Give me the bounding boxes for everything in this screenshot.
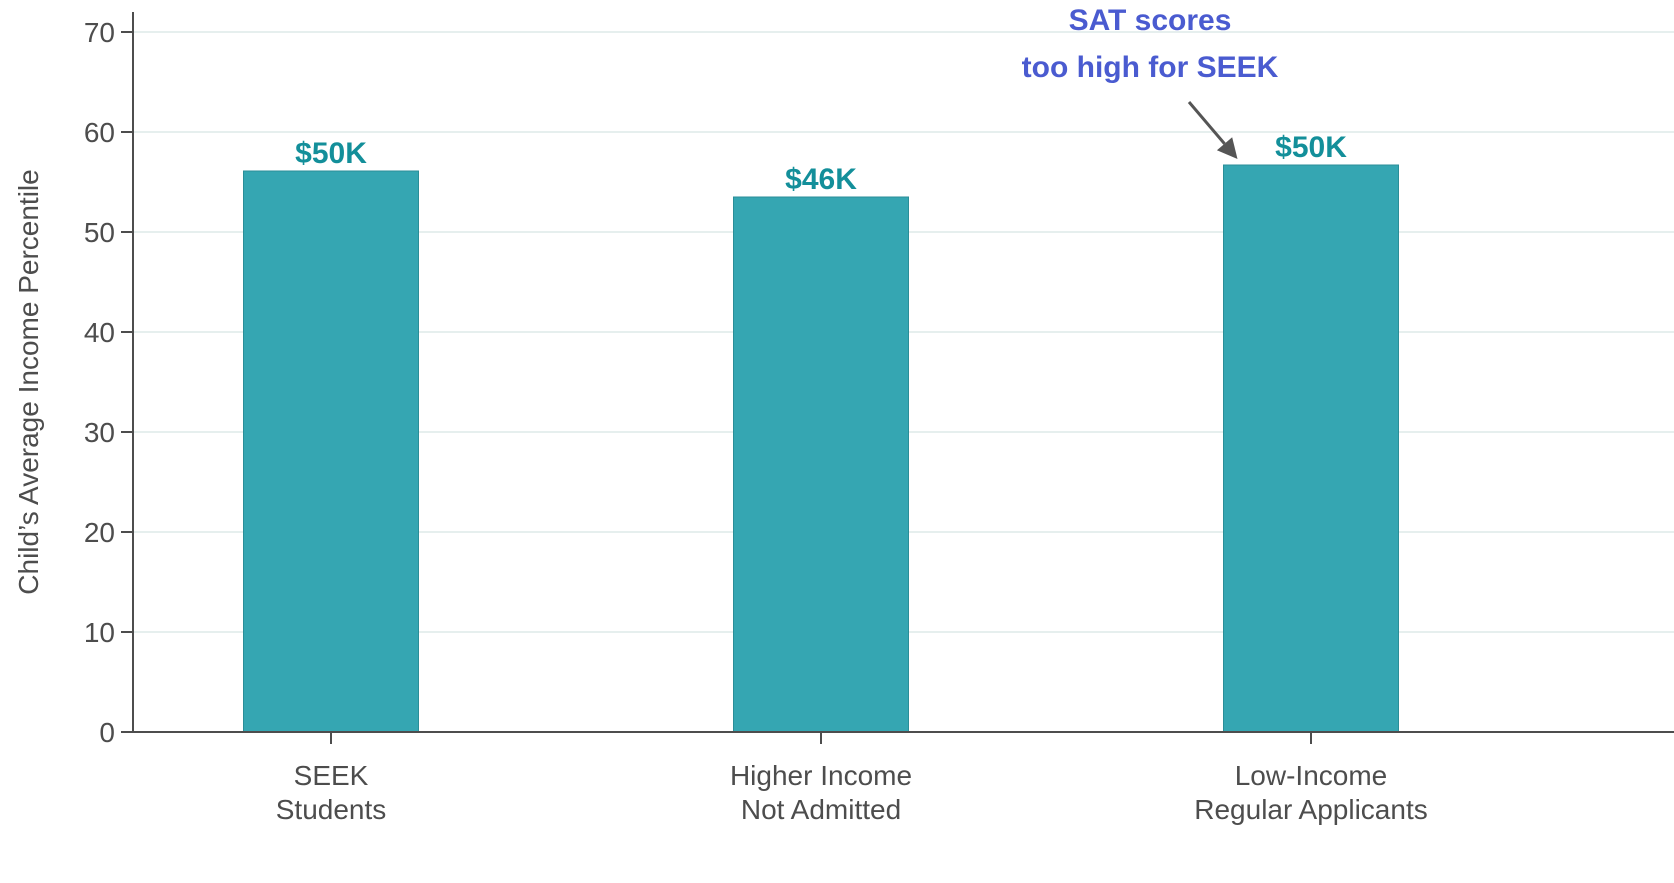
- data-labels: $50K $46K $50K: [295, 131, 1347, 196]
- bars: [243, 164, 1399, 733]
- y-tick-label-70: 70: [84, 17, 115, 48]
- x-tick-label-2-1: Regular Applicants: [1194, 794, 1427, 825]
- annotation-text: SAT scores too high for SEEK: [1022, 4, 1279, 84]
- annotation-line-0: SAT scores: [1069, 4, 1232, 37]
- bar-0: [243, 170, 419, 733]
- x-tick-label-0-1: Students: [276, 794, 387, 825]
- y-tick-label-0: 0: [99, 717, 115, 748]
- bar-1: [733, 196, 909, 733]
- annotation: SAT scores too high for SEEK: [1022, 4, 1279, 159]
- annotation-arrow-line: [1187, 101, 1226, 145]
- y-axis-title: Child’s Average Income Percentile: [13, 169, 44, 594]
- y-tick-label-50: 50: [84, 217, 115, 248]
- data-label-1: $46K: [785, 163, 857, 196]
- y-tick-label-10: 10: [84, 617, 115, 648]
- annotation-arrow-head: [1216, 137, 1238, 159]
- y-tick-label-40: 40: [84, 317, 115, 348]
- y-tick-label-30: 30: [84, 417, 115, 448]
- y-tick-label-20: 20: [84, 517, 115, 548]
- y-tick-label-60: 60: [84, 117, 115, 148]
- x-tick-label-1-0: Higher Income: [730, 760, 912, 791]
- bar-2: [1223, 164, 1399, 733]
- x-tick-label-0-0: SEEK: [294, 760, 369, 791]
- y-ticks: 0 10 20 30 40 50 60 70: [84, 17, 133, 748]
- x-tick-label-1-1: Not Admitted: [741, 794, 901, 825]
- annotation-line-1: too high for SEEK: [1022, 51, 1279, 84]
- x-tick-label-2-0: Low-Income: [1235, 760, 1388, 791]
- data-label-2: $50K: [1275, 131, 1347, 164]
- data-label-0: $50K: [295, 137, 367, 170]
